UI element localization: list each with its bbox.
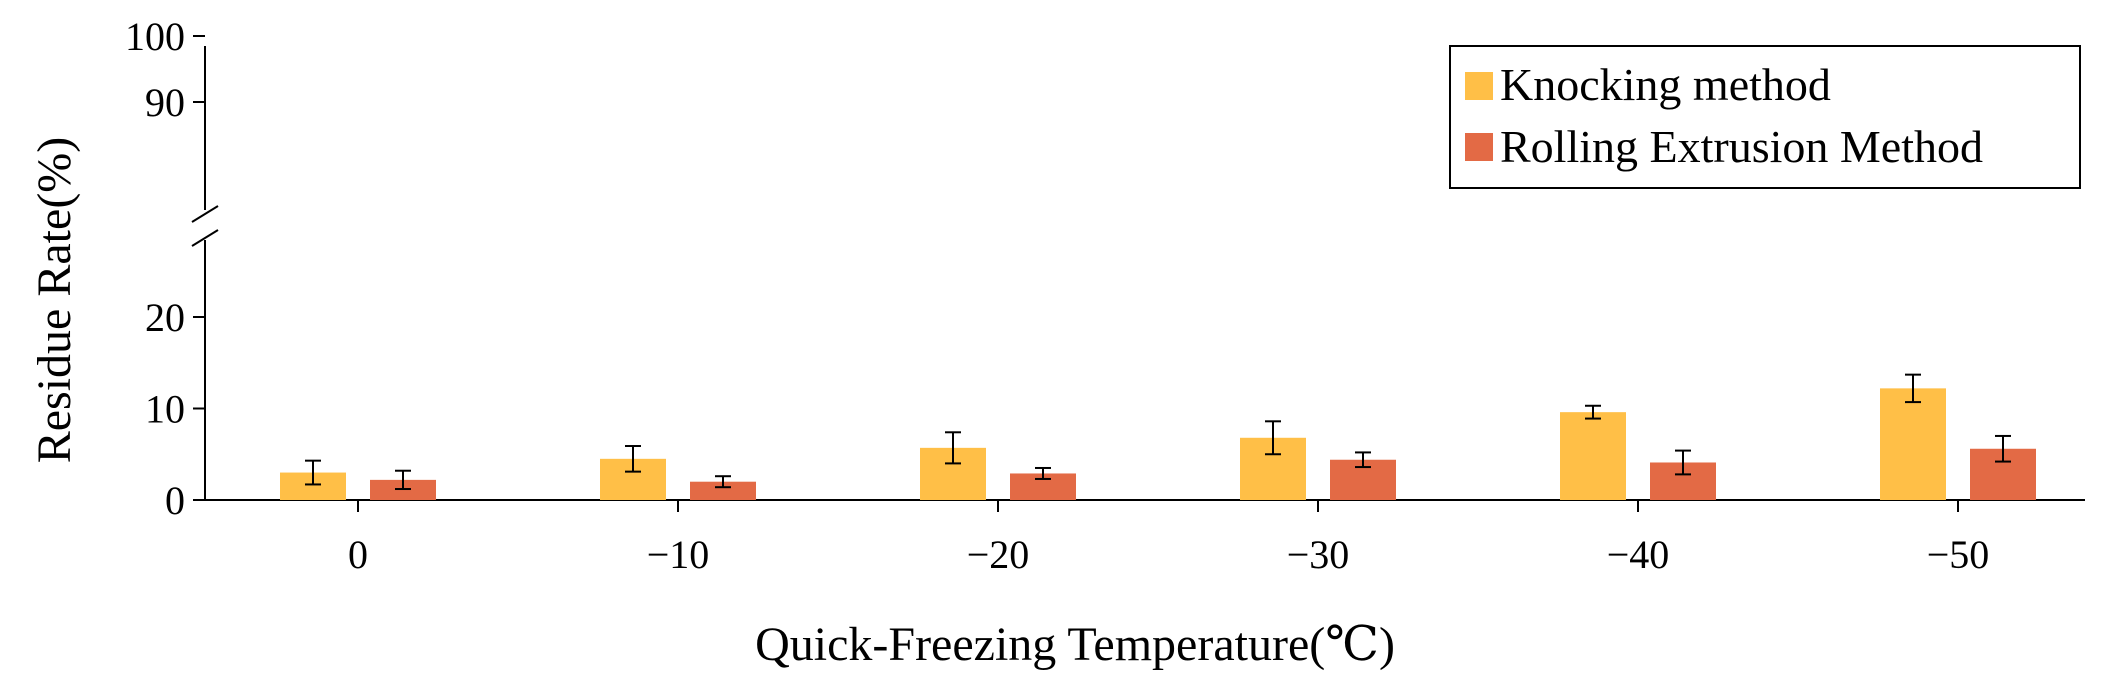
legend-swatch-knocking [1465,72,1493,100]
axis-break-mark-1 [191,205,219,223]
x-tick-label: 0 [348,532,368,577]
error-bars [305,373,2011,491]
bar-rolling [690,481,756,500]
bars [280,388,2036,500]
legend-swatch-rolling [1465,133,1493,161]
y-axis-title: Residue Rate(%) [28,137,81,464]
legend: Knocking method Rolling Extrusion Method [1449,45,2081,189]
legend-frame [1449,45,2081,189]
y-ticks: 0 10 20 90 100 [125,14,205,523]
bar-knocking [1560,412,1626,500]
bar-knocking [1880,388,1946,500]
x-tick-label: −30 [1287,532,1350,577]
x-tick-label: −50 [1927,532,1990,577]
x-tick-label: −20 [967,532,1030,577]
x-tick-label: −40 [1607,532,1670,577]
y-tick-label: 10 [145,387,185,432]
x-tick-label: −10 [647,532,710,577]
legend-label-rolling: Rolling Extrusion Method [1500,121,1983,172]
y-tick-label: 100 [125,14,185,59]
axis-break-mark-2 [191,229,219,247]
y-tick-label: 20 [145,295,185,340]
legend-label-knocking: Knocking method [1500,59,1831,110]
y-tick-label: 0 [165,478,185,523]
y-tick-label: 90 [145,80,185,125]
x-axis-title: Quick-Freezing Temperature(℃) [755,618,1395,671]
x-ticks: 0 −10 −20 −30 −40 −50 [348,500,1989,577]
